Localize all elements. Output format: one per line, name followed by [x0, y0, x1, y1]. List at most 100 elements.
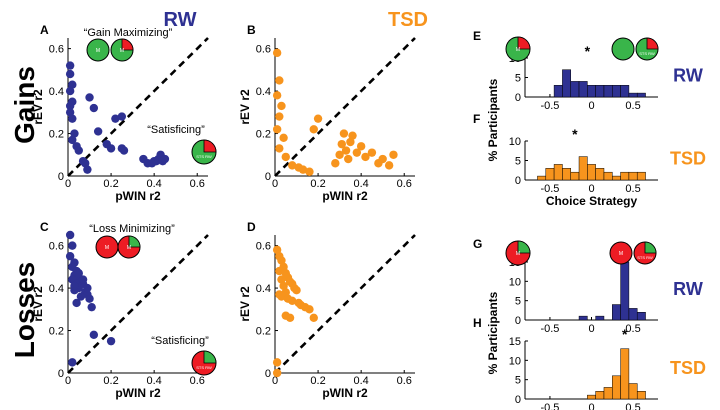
y-tick-label-H: 15: [509, 336, 521, 348]
y-tick-label-C: 0.6: [49, 241, 64, 253]
hist-bar-G: [620, 261, 630, 321]
x-tick-label-D: 0.4: [354, 375, 369, 387]
panel-letter-F: F: [473, 112, 480, 126]
data-point-D: [277, 256, 286, 265]
data-point-B: [378, 154, 387, 164]
data-point-A: [83, 165, 92, 174]
data-point-C: [106, 336, 116, 346]
y-tick-label-B: 0.2: [256, 129, 271, 141]
y-tick-label-E: 0: [515, 92, 521, 104]
scatter-panel-d: 00 0.2 0.2 0.4 0.4 0.6 0.6 pWIN r2 rEV r2 D: [238, 220, 416, 400]
hist-bar-E: [636, 92, 646, 98]
hist-bar-E: [562, 69, 571, 98]
data-point-D: [309, 313, 318, 322]
x-tick-label-C: 0.2: [103, 375, 118, 387]
data-point-B: [279, 133, 288, 142]
pie-e-left-label: M: [516, 47, 520, 53]
data-point-B: [335, 150, 344, 159]
series-label-G: RW: [673, 279, 703, 299]
hist-bar-F: [537, 175, 547, 181]
y-tick-label-G: 5: [515, 296, 521, 308]
y-tick-label-A: 0: [58, 171, 64, 183]
hist-bar-E: [570, 81, 580, 98]
data-point-C: [72, 298, 81, 308]
data-point-D: [272, 245, 282, 255]
data-point-D: [279, 281, 288, 291]
significance-star-F: *: [572, 126, 578, 142]
x-tick-label-D: 0.2: [310, 375, 325, 387]
xlabel-B: pWIN r2: [322, 189, 368, 203]
data-point-D: [272, 358, 282, 367]
data-point-A: [106, 144, 116, 153]
data-point-A: [81, 159, 90, 168]
data-point-A: [160, 154, 170, 164]
pie-g-right-2: STS RW: [633, 241, 657, 265]
ylabel-B: rEV r2: [238, 89, 252, 125]
diagonal-D: [274, 234, 416, 374]
data-point-C: [83, 283, 92, 293]
x-tick-label-E: -0.5: [540, 100, 559, 112]
pie-loss-minimizing-1: M: [95, 235, 119, 259]
row-label-losses: Losses: [9, 262, 40, 359]
data-point-B: [275, 112, 284, 121]
panel-letter-C: C: [40, 220, 49, 234]
histogram-panel-f: -0.5 0 0.5 0 5 10 * TSD F Choice Strategy: [473, 112, 706, 208]
y-tick-label-A: 0.6: [49, 44, 64, 56]
xlabel-C: pWIN r2: [115, 386, 161, 400]
pie-satisficing-losses: STS RW: [191, 350, 217, 376]
x-tick-label-C: 0.6: [190, 375, 205, 387]
x-tick-label-B: 0.4: [354, 178, 369, 190]
ylabel-A: rEV r2: [31, 89, 45, 125]
hist-bar-H: [620, 348, 630, 400]
series-label-H: TSD: [670, 358, 706, 378]
pie-g-right-2-slice: [644, 241, 657, 254]
pie-gain-maximizing-1-label: M: [96, 48, 100, 54]
data-point-B: [309, 125, 318, 134]
x-tick-label-G: 0: [588, 323, 594, 335]
xlabel-D: pWIN r2: [322, 386, 368, 400]
pie-gain-maximizing-2-slice: [121, 38, 134, 51]
data-point-A: [65, 86, 75, 96]
x-tick-label-G: -0.5: [540, 323, 559, 335]
data-point-B: [361, 152, 370, 162]
data-point-D: [272, 368, 282, 378]
x-tick-label-F: 0: [588, 183, 594, 195]
data-point-C: [70, 281, 79, 291]
y-tick-label-B: 0.4: [256, 86, 271, 98]
y-tick-label-E: 5: [515, 73, 521, 85]
hist-bar-E: [578, 81, 588, 98]
hist-bar-F: [620, 171, 630, 181]
histogram-panel-g: -0.5 0 0.5 0 5 10 15 * RW G % Participants M M STS RW: [473, 237, 703, 374]
y-tick-label-D: 0.4: [256, 283, 271, 295]
ylabel-D: rEV r2: [238, 286, 252, 322]
annotation-satisficing-losses: “Satisficing”: [151, 335, 209, 347]
diagonal-B: [274, 37, 416, 177]
data-point-B: [272, 125, 282, 134]
y-tick-label-H: 0: [515, 394, 521, 406]
data-point-B: [288, 161, 297, 170]
data-point-B: [277, 101, 286, 111]
pie-loss-minimizing-2: M: [117, 235, 141, 259]
data-point-A: [93, 127, 103, 136]
x-tick-label-A: 0: [65, 178, 71, 190]
hist-bar-F: [628, 171, 638, 181]
hist-bar-H: [587, 394, 596, 400]
data-point-A: [68, 135, 77, 145]
data-point-D: [305, 305, 314, 314]
data-point-B: [367, 148, 377, 157]
x-tick-label-B: 0.6: [397, 178, 412, 190]
x-tick-label-C: 0: [65, 375, 71, 387]
data-point-B: [337, 139, 346, 149]
data-point-D: [277, 292, 286, 301]
hist-bar-F: [578, 156, 588, 181]
hist-bar-F: [636, 171, 646, 181]
hist-bar-F: [603, 171, 613, 181]
header-tsd: TSD: [388, 9, 428, 31]
y-tick-label-H: 5: [515, 375, 521, 387]
pie-e-right-2: STS RW: [635, 37, 659, 61]
series-label-E: RW: [673, 66, 703, 86]
hist-bar-G: [595, 315, 605, 321]
ylabel-gains-hist: % Participants: [486, 78, 500, 161]
hist-bar-G: [612, 304, 621, 321]
